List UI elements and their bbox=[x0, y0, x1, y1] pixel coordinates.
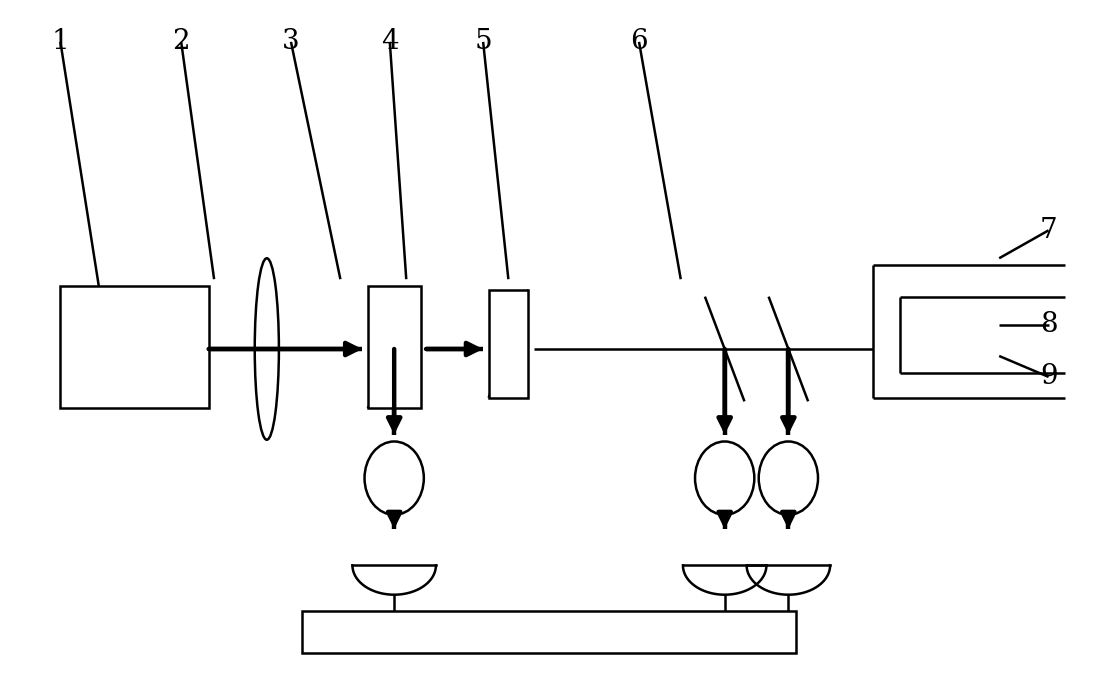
Text: 3: 3 bbox=[282, 29, 300, 55]
Bar bbox=[60, 286, 209, 408]
Bar bbox=[302, 611, 796, 653]
Bar bbox=[368, 286, 421, 408]
Bar bbox=[489, 290, 528, 398]
Text: 5: 5 bbox=[474, 29, 492, 55]
Text: 8: 8 bbox=[1040, 311, 1057, 338]
Ellipse shape bbox=[695, 442, 754, 515]
Ellipse shape bbox=[255, 258, 279, 440]
Text: 9: 9 bbox=[1040, 364, 1057, 390]
Text: 4: 4 bbox=[381, 29, 399, 55]
Text: 1: 1 bbox=[52, 29, 69, 55]
Text: 6: 6 bbox=[630, 29, 648, 55]
Ellipse shape bbox=[759, 442, 818, 515]
Ellipse shape bbox=[365, 442, 424, 515]
Text: 7: 7 bbox=[1040, 217, 1057, 244]
Text: 2: 2 bbox=[172, 29, 190, 55]
